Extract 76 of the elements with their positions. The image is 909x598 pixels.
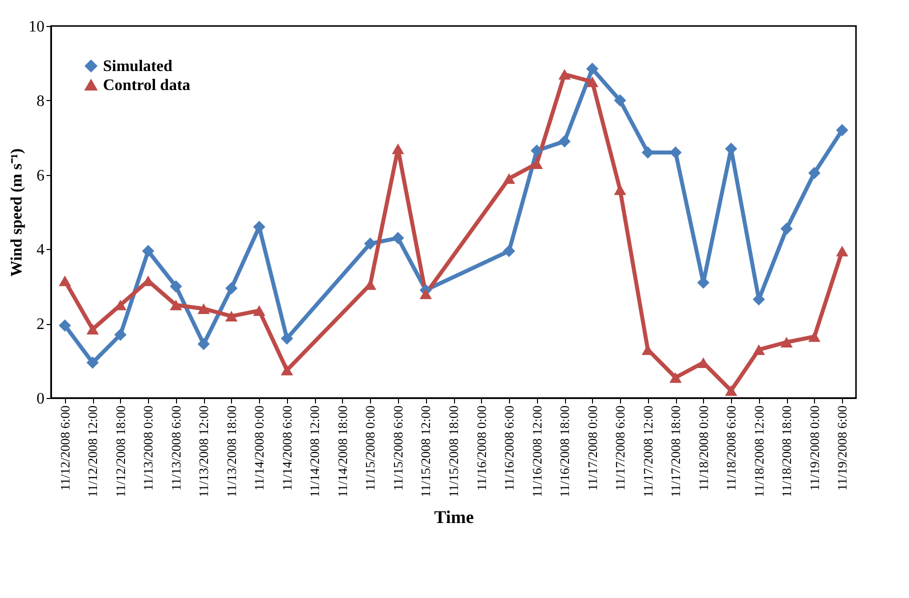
point (58, 319, 72, 332)
point (58, 276, 72, 286)
point (280, 364, 294, 376)
x-tick-label: 11/15/2008 12:00 (418, 406, 434, 498)
point (808, 331, 820, 342)
point (225, 282, 238, 294)
point (836, 124, 848, 136)
point (225, 310, 238, 322)
x-tick-label: 11/19/2008 6:00 (834, 406, 850, 491)
point (586, 76, 598, 88)
legend-label: Simulated (103, 58, 172, 75)
point (114, 328, 127, 341)
point (198, 303, 210, 314)
point (86, 324, 99, 334)
x-tick-label: 11/15/2008 6:00 (390, 406, 406, 491)
point (752, 344, 765, 355)
y-tick-label: 2 (36, 316, 44, 334)
point (558, 69, 571, 80)
point (836, 246, 848, 256)
x-tick-label: 11/14/2008 18:00 (334, 406, 350, 498)
x-tick-label: 11/12/2008 18:00 (112, 406, 128, 498)
x-tick-label: 11/12/2008 12:00 (85, 406, 100, 498)
y-tick-label: 0 (36, 390, 44, 408)
point (280, 332, 294, 345)
x-tick-label: 11/13/2008 18:00 (224, 406, 239, 498)
x-tick-label: 11/15/2008 18:00 (446, 406, 461, 498)
point (392, 232, 404, 244)
y-tick-label: 8 (36, 92, 44, 110)
y-axis-title: Wind speed (m s⁻¹) (8, 148, 26, 277)
point (558, 135, 571, 148)
point (420, 288, 432, 300)
x-tick-label: 11/17/2008 0:00 (584, 406, 600, 491)
point (724, 385, 738, 396)
x-tick-label: 11/19/2008 0:00 (806, 406, 822, 491)
x-tick-label: 11/18/2008 12:00 (751, 406, 766, 498)
point (530, 158, 543, 169)
x-tick-label: 11/16/2008 12:00 (529, 406, 544, 498)
point (808, 166, 820, 180)
x-tick-label: 11/14/2008 12:00 (307, 406, 322, 498)
x-tick-label: 11/16/2008 6:00 (502, 406, 517, 491)
x-tick-label: 11/16/2008 0:00 (474, 406, 489, 491)
x-tick-label: 11/18/2008 18:00 (779, 406, 794, 498)
x-tick-label: 11/15/2008 0:00 (362, 406, 378, 491)
point (170, 280, 182, 293)
point (586, 62, 598, 75)
point (86, 356, 99, 369)
x-tick-label: 11/14/2008 0:00 (252, 406, 267, 491)
point (669, 372, 682, 383)
point (253, 305, 266, 316)
point (364, 237, 376, 250)
x-tick-label: 11/18/2008 6:00 (724, 406, 739, 491)
x-tick-label: 11/14/2008 6:00 (279, 406, 294, 491)
y-tick-label: 10 (28, 18, 44, 36)
x-tick-label: 11/17/2008 6:00 (612, 406, 628, 491)
x-tick-label: 11/13/2008 6:00 (168, 406, 184, 491)
point (170, 300, 182, 310)
point (780, 222, 793, 235)
x-axis-title: Time (434, 507, 474, 528)
point (142, 244, 154, 258)
x-tick-label: 11/17/2008 18:00 (668, 406, 684, 498)
x-tick-label: 11/13/2008 0:00 (140, 406, 156, 491)
point (198, 338, 210, 350)
point (392, 143, 404, 154)
point (780, 336, 793, 348)
point (530, 144, 543, 157)
x-tick-label: 11/12/2008 6:00 (57, 406, 72, 491)
y-tick-label: 6 (36, 167, 44, 184)
x-tick-label: 11/17/2008 12:00 (640, 406, 656, 498)
legend-label: Control data (103, 77, 190, 94)
x-tick-label: 11/13/2008 12:00 (196, 406, 212, 498)
point (614, 94, 626, 107)
point (502, 244, 516, 258)
x-tick-label: 11/18/2008 0:00 (696, 406, 711, 491)
x-tick-label: 11/16/2008 18:00 (557, 406, 572, 498)
y-tick-label: 4 (36, 242, 44, 259)
point (502, 173, 516, 184)
